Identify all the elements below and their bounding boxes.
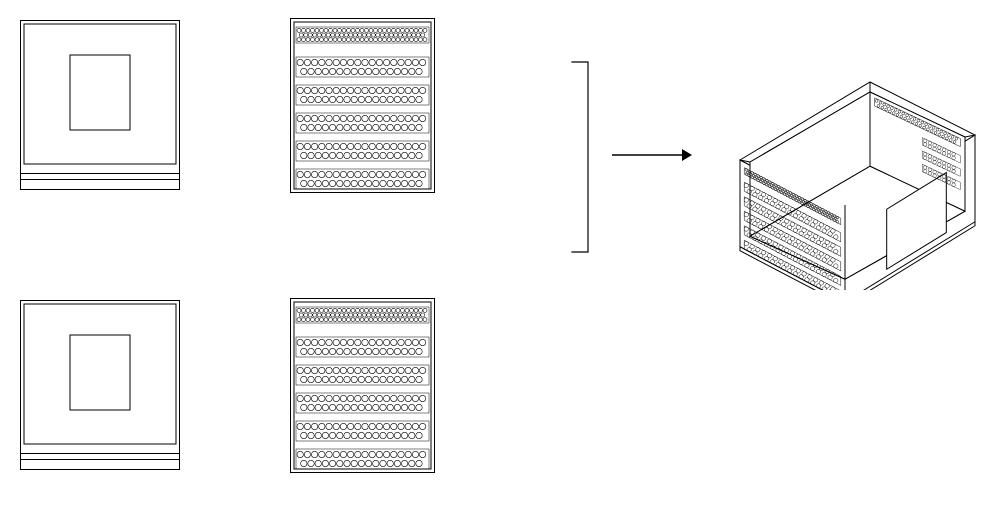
vent-panel-top: [290, 18, 435, 193]
solid-panel-top: [20, 20, 180, 190]
diagram-canvas: [0, 0, 1000, 506]
vent-panel-bottom: [290, 298, 435, 473]
bracket-symbol: [570, 60, 592, 254]
arrow-icon: [610, 143, 694, 167]
assembled-enclosure: [700, 40, 980, 290]
solid-panel-bottom: [20, 300, 180, 470]
